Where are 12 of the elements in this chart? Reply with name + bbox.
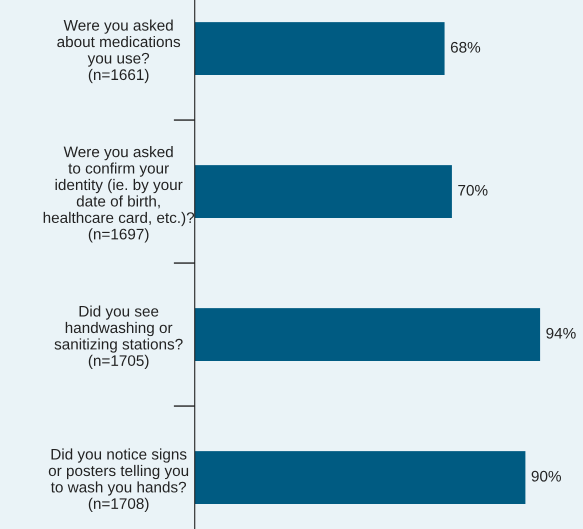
bar — [194, 165, 452, 218]
data-label: 94% — [546, 328, 576, 339]
y-tick-label: Did you notice signs or posters telling you to wash you hands? (n=1708) — [48, 448, 188, 512]
data-label: 90% — [532, 470, 561, 482]
bar — [194, 451, 526, 504]
y-tick-label: Were you asked to confirm your identity (ie. by your date of birth, healthcare card, etc.)? (n=1697) — [44, 146, 194, 243]
bar — [194, 22, 445, 76]
data-label: 68% — [450, 42, 480, 53]
y-tick-label: Did you see handwashing or sanitizing stations? (n=1705) — [54, 305, 183, 370]
data-label: 70% — [458, 184, 488, 196]
y-tick-label: Were you asked about medications you use? (n=1661) — [57, 20, 180, 84]
bar — [194, 308, 540, 362]
